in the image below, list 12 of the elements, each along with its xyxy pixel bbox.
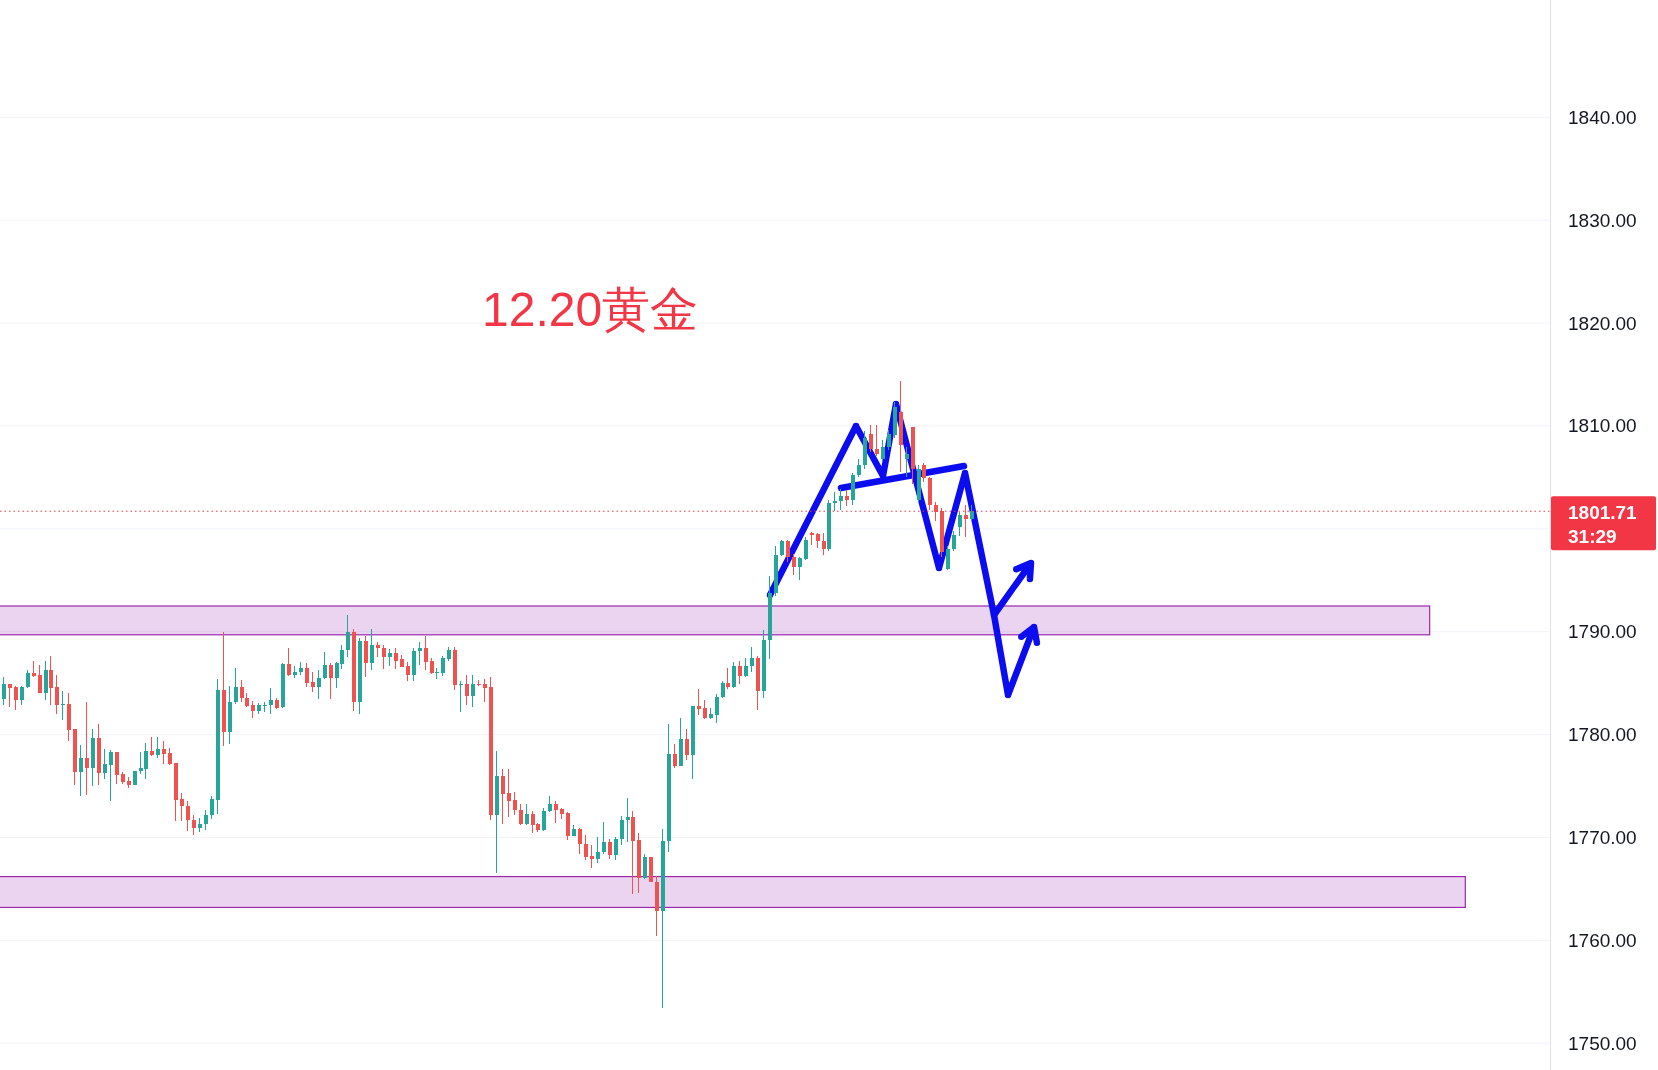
y-tick-label: 1810.00 [1568, 415, 1637, 437]
y-tick-label: 1760.00 [1568, 929, 1637, 951]
y-tick-label: 1790.00 [1568, 621, 1637, 643]
ref-line-label: 1801.71 [1568, 501, 1638, 523]
y-tick-label: 1820.00 [1568, 312, 1637, 334]
y-tick-label: 1750.00 [1568, 1032, 1637, 1054]
y-tick-label: 1830.00 [1568, 209, 1637, 231]
y-tick-label: 1770.00 [1568, 826, 1637, 848]
y-tick-label: 1780.00 [1568, 724, 1637, 746]
y-tick-label: 1840.00 [1568, 106, 1637, 128]
title: 12.20黄金 [482, 283, 699, 336]
price-tag: 1801.71 31:29 [1551, 496, 1656, 551]
